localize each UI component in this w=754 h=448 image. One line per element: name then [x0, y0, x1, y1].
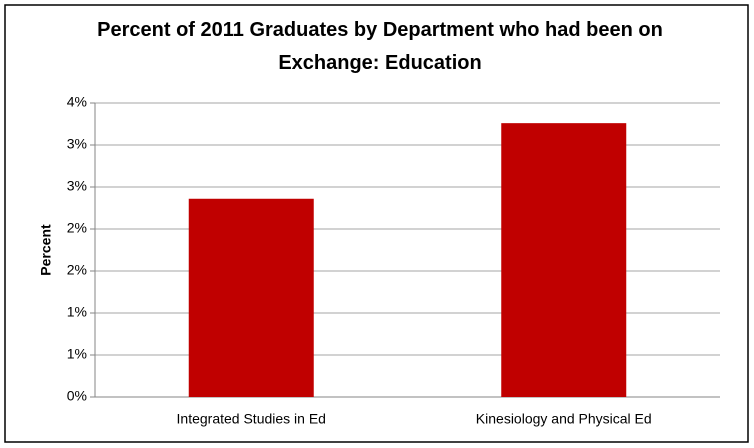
y-tick-label: 0% — [67, 388, 87, 404]
y-tick-label: 2% — [67, 262, 87, 278]
bar — [501, 123, 627, 397]
y-axis-label: Percent — [38, 224, 54, 276]
x-tick-label: Integrated Studies in Ed — [177, 411, 326, 427]
x-tick-label: Kinesiology and Physical Ed — [476, 411, 652, 427]
y-tick-label: 1% — [67, 346, 87, 362]
bar — [188, 198, 314, 397]
y-tick-label: 3% — [67, 136, 87, 152]
chart-title: Percent of 2011 Graduates by Department … — [97, 19, 663, 74]
y-tick-label: 3% — [67, 178, 87, 194]
y-tick-label: 2% — [67, 220, 87, 236]
y-tick-label: 4% — [67, 94, 87, 110]
y-tick-label: 1% — [67, 304, 87, 320]
